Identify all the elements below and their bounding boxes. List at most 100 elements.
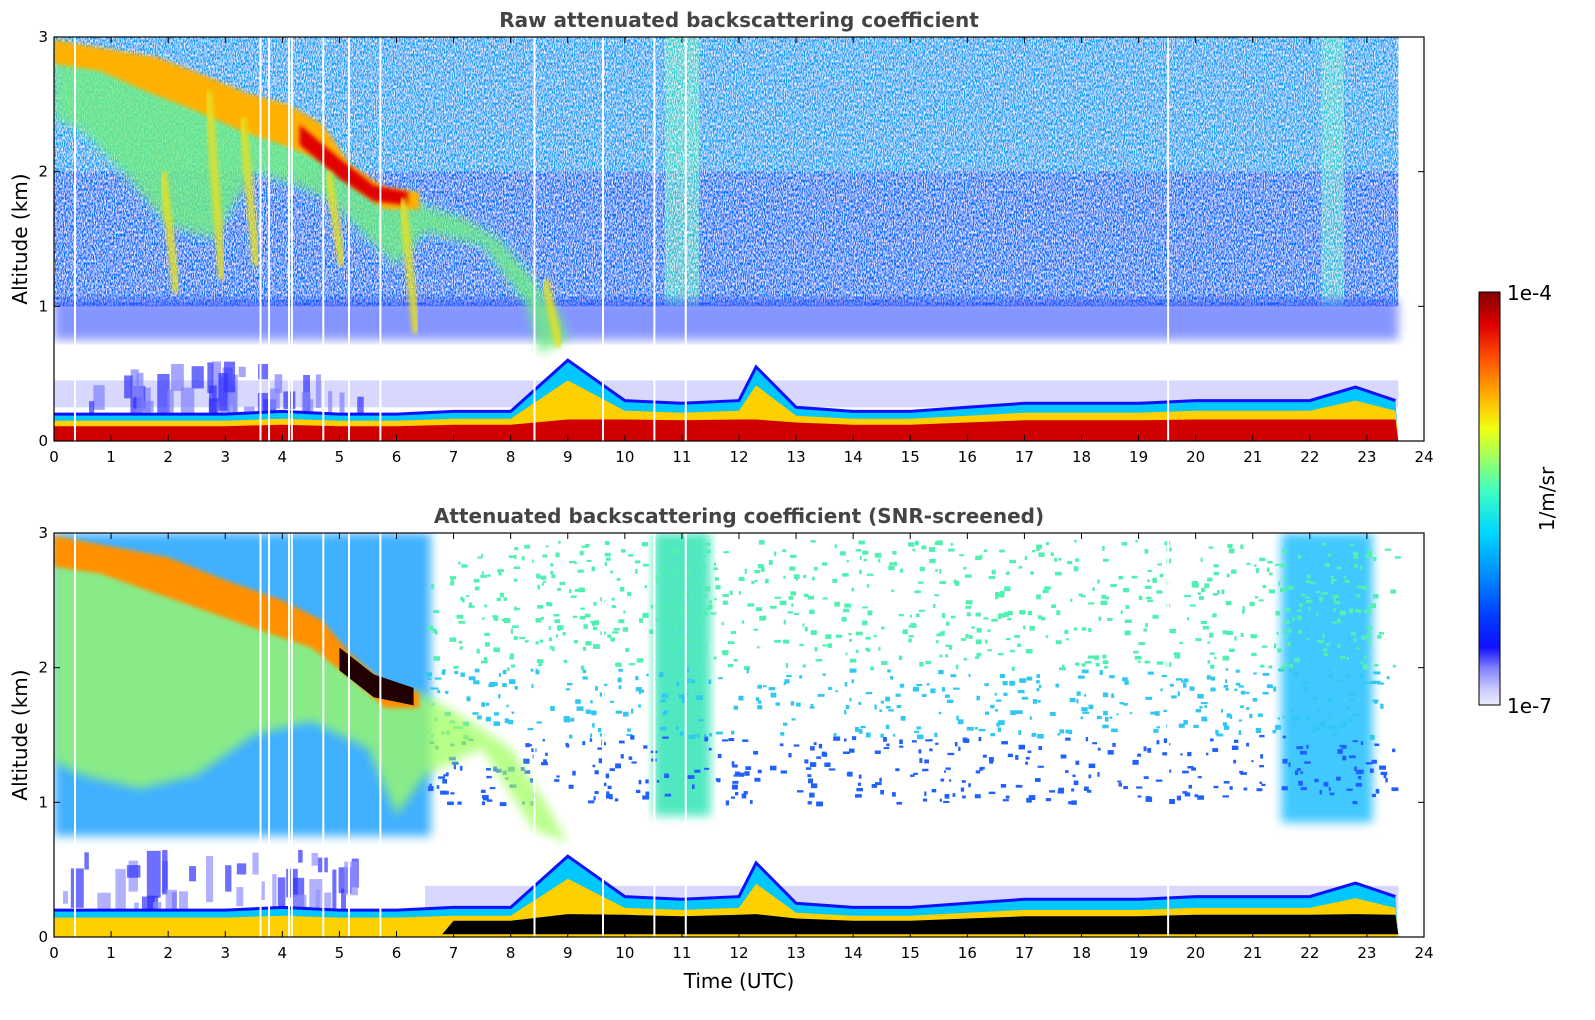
screened-pixel xyxy=(1204,583,1210,588)
screened-pixel xyxy=(1269,572,1273,576)
screened-pixel xyxy=(768,560,773,565)
screened-pixel xyxy=(721,739,729,742)
screened-pixel xyxy=(1213,785,1219,789)
screened-pixel xyxy=(1297,609,1302,612)
screened-pixel xyxy=(1032,549,1036,553)
screened-pixel xyxy=(704,767,710,770)
screened-pixel xyxy=(533,641,539,645)
screened-pixel xyxy=(466,594,469,598)
screened-pixel xyxy=(859,569,862,575)
screened-pixel xyxy=(1206,675,1211,680)
screened-pixel xyxy=(1056,610,1061,616)
screened-pixel xyxy=(1023,625,1026,630)
screened-pixel xyxy=(808,595,815,600)
screened-pixel xyxy=(616,577,621,581)
screened-pixel xyxy=(1210,687,1216,692)
screened-pixel xyxy=(858,728,863,734)
screened-pixel xyxy=(635,687,642,692)
screened-pixel xyxy=(865,732,871,738)
screened-pixel xyxy=(1229,550,1232,553)
screened-pixel xyxy=(588,800,595,803)
screened-pixel xyxy=(1284,662,1289,666)
screened-pixel xyxy=(989,761,994,764)
screened-pixel xyxy=(774,639,781,643)
screened-pixel xyxy=(1017,690,1025,694)
screened-pixel xyxy=(1080,595,1086,598)
screened-pixel xyxy=(1363,655,1367,659)
screened-pixel xyxy=(888,565,895,571)
screened-pixel xyxy=(757,684,762,689)
screened-pixel xyxy=(486,799,493,802)
screened-pixel xyxy=(484,604,488,608)
screened-pixel xyxy=(727,641,735,645)
screened-pixel xyxy=(991,618,998,622)
residual-layer-blob xyxy=(89,401,95,417)
screened-pixel xyxy=(620,586,625,592)
screened-pixel xyxy=(636,658,644,663)
y-tick-label: 1 xyxy=(38,793,48,811)
screened-pixel xyxy=(895,768,900,772)
screened-pixel xyxy=(1070,598,1073,602)
screened-pixel xyxy=(508,679,516,685)
screened-pixel xyxy=(1202,625,1210,630)
screened-pixel xyxy=(532,559,535,563)
screened-pixel xyxy=(1116,713,1119,716)
screened-pixel xyxy=(1216,733,1224,737)
screened-pixel xyxy=(984,711,990,715)
screened-pixel xyxy=(1102,558,1109,562)
screened-pixel xyxy=(1374,680,1381,684)
screened-pixel xyxy=(810,703,814,709)
screened-pixel xyxy=(799,675,803,679)
screened-pixel xyxy=(966,612,971,617)
screened-pixel xyxy=(875,554,878,557)
screened-pixel xyxy=(919,566,925,572)
screened-pixel xyxy=(1379,765,1387,770)
data-gap xyxy=(533,533,536,937)
screened-pixel xyxy=(1257,713,1263,717)
screened-pixel xyxy=(898,613,904,617)
y-tick-label: 3 xyxy=(38,524,48,542)
screened-pixel xyxy=(1339,744,1347,748)
screened-pixel xyxy=(1367,640,1371,645)
screened-pixel xyxy=(1352,800,1358,805)
screened-pixel xyxy=(1124,680,1129,685)
screened-pixel xyxy=(1001,741,1008,745)
screened-pixel xyxy=(583,624,588,629)
screened-pixel xyxy=(896,705,902,709)
cloud-envelope xyxy=(54,539,568,843)
screened-pixel xyxy=(1002,799,1009,802)
screened-pixel xyxy=(1191,767,1197,771)
x-tick-label: 9 xyxy=(563,448,573,466)
screened-pixel xyxy=(921,545,927,550)
screened-pixel xyxy=(1015,710,1023,714)
colorbar-gradient xyxy=(1478,291,1501,706)
screened-pixel xyxy=(1251,652,1257,657)
screened-pixel xyxy=(1317,639,1324,644)
screened-pixel xyxy=(1102,654,1107,659)
screened-pixel xyxy=(1029,625,1035,631)
screened-pixel xyxy=(866,584,870,588)
screened-pixel xyxy=(442,779,447,784)
screened-pixel xyxy=(1015,755,1019,760)
screened-pixel xyxy=(821,751,827,757)
residual-layer-blob xyxy=(178,891,188,909)
screened-pixel xyxy=(566,744,570,748)
screened-pixel xyxy=(592,723,595,728)
screened-pixel xyxy=(1081,707,1088,712)
screened-pixel xyxy=(1129,712,1133,715)
screened-pixel xyxy=(1300,681,1306,684)
screened-pixel xyxy=(689,649,695,654)
screened-pixel xyxy=(481,554,484,558)
screened-pixel xyxy=(1054,557,1058,562)
screened-pixel xyxy=(1284,635,1289,639)
screened-pixel xyxy=(433,656,440,661)
screened-pixel xyxy=(1073,566,1077,571)
screened-pixel xyxy=(498,571,502,576)
screened-pixel xyxy=(1036,544,1043,549)
screened-pixel xyxy=(438,776,446,779)
screened-pixel xyxy=(975,555,982,561)
screened-pixel xyxy=(952,793,956,797)
screened-pixel xyxy=(1137,660,1141,663)
screened-pixel xyxy=(833,733,837,737)
